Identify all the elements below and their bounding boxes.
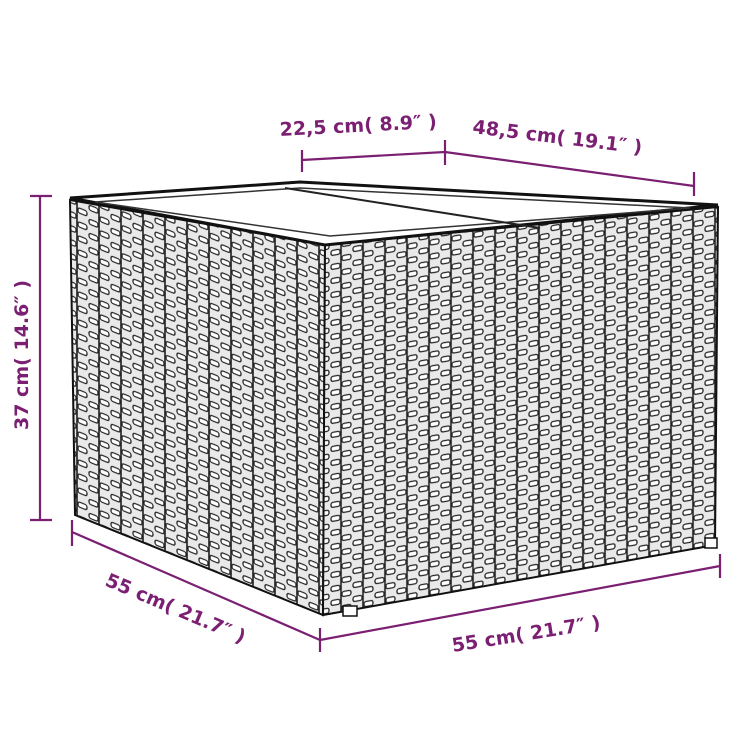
left-face (68, 198, 327, 617)
box-body (68, 180, 720, 617)
dimension-top-right: 48,5 cm( 19.1″ ) (471, 116, 643, 159)
top-divider (284, 187, 541, 229)
foot (342, 605, 358, 617)
dimension-bottom-right: 55 cm( 21.7″ ) (450, 612, 602, 657)
dimension-lines (30, 140, 722, 652)
dimension-top-left: 22,5 cm( 8.9″ ) (279, 111, 437, 141)
foot (704, 537, 718, 549)
glass-top (69, 180, 719, 247)
right-face (321, 205, 720, 617)
dimension-bottom-left: 55 cm( 21.7″ ) (102, 569, 249, 648)
glass-top-inner (94, 187, 691, 237)
dimension-height: 37 cm( 14.6″ ) (11, 280, 33, 430)
